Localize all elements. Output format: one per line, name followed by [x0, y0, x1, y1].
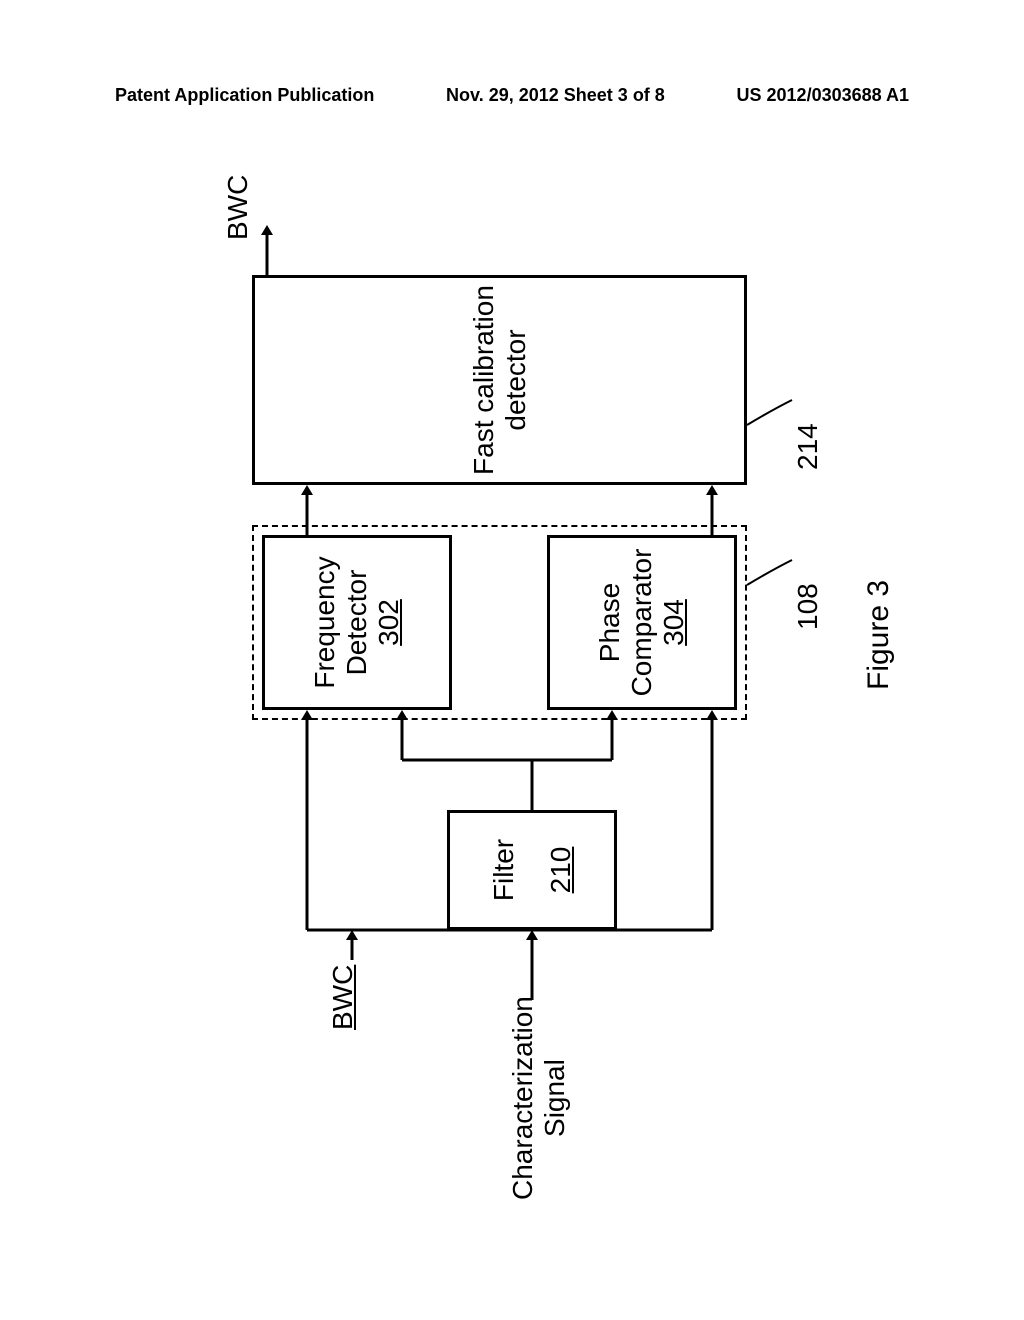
char-signal-arrow — [522, 930, 542, 1000]
bottom-bypass-arrow — [702, 710, 722, 930]
top-bypass-arrow — [297, 710, 317, 930]
phase-label-2: Comparator — [626, 549, 658, 697]
header-left: Patent Application Publication — [115, 85, 374, 106]
ref-214-text: 214 — [792, 423, 823, 470]
phase-to-fast-arrow — [702, 485, 722, 535]
ref-214: 214 — [792, 423, 824, 470]
figure-label: Figure 3 — [862, 580, 896, 690]
header-right: US 2012/0303688 A1 — [737, 85, 909, 106]
ref-108: 108 — [792, 583, 824, 630]
characterization-text-2: Signal — [539, 996, 571, 1200]
filter-number: 210 — [545, 847, 577, 894]
bottom-vertical-connector — [532, 925, 717, 935]
ref-108-line — [747, 555, 797, 585]
characterization-label: Characterization Signal — [507, 996, 571, 1200]
filter-output-split — [347, 710, 627, 810]
bwc-output-arrow — [257, 225, 277, 275]
phase-number: 304 — [658, 599, 690, 646]
fast-calibration-block: Fast calibration detector — [252, 275, 747, 485]
phase-comparator-block: Phase Comparator 304 — [547, 535, 737, 710]
freq-label-1: Frequency — [309, 556, 341, 688]
bwc-output-label: BWC — [222, 175, 254, 240]
header-center: Nov. 29, 2012 Sheet 3 of 8 — [446, 85, 665, 106]
bwc-input-text: BWC — [327, 965, 358, 1030]
characterization-text-1: Characterization — [507, 996, 539, 1200]
ref-108-text: 108 — [792, 583, 823, 630]
freq-number: 302 — [373, 599, 405, 646]
filter-block: Filter 210 — [447, 810, 617, 930]
filter-label: Filter — [488, 839, 520, 901]
bwc-output-text: BWC — [222, 175, 253, 240]
fast-label-2: detector — [500, 329, 532, 430]
freq-label-2: Detector — [341, 570, 373, 676]
fast-label-1: Fast calibration — [468, 285, 500, 475]
freq-to-fast-arrow — [297, 485, 317, 535]
figure-text: Figure 3 — [862, 580, 895, 690]
diagram-container: Characterization Signal BWC Filter 210 — [262, 210, 762, 1110]
frequency-detector-block: Frequency Detector 302 — [262, 535, 452, 710]
char-vertical-connector — [297, 925, 532, 935]
ref-214-line — [747, 395, 797, 425]
phase-label-1: Phase — [594, 583, 626, 662]
bwc-input-label: BWC — [327, 965, 359, 1030]
